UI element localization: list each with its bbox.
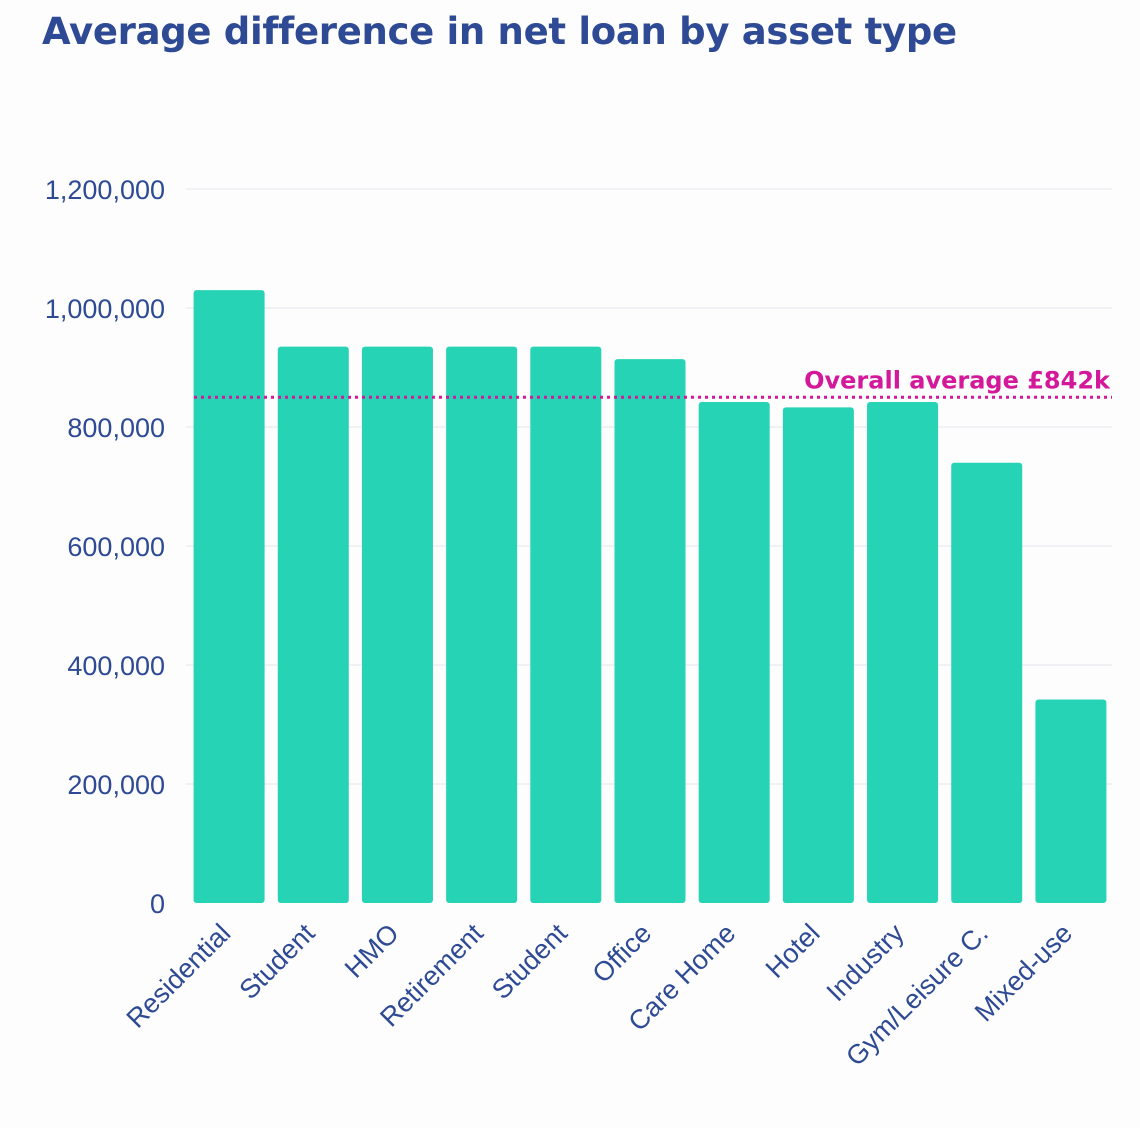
reference-line-label: Overall average £842k: [804, 366, 1111, 394]
bar: [277, 346, 349, 903]
x-tick-label: Hotel: [760, 918, 826, 984]
x-tick-label: Student: [486, 918, 573, 1005]
chart-title: Average difference in net loan by asset …: [42, 10, 957, 53]
y-tick-label: 1,200,000: [45, 175, 165, 205]
bar: [193, 290, 265, 903]
bar: [614, 359, 686, 903]
y-axis-ticks: 0 200,000 400,000 600,000 800,000 1,000,000 1,…: [45, 175, 165, 919]
bar: [867, 402, 939, 903]
bar: [951, 462, 1023, 903]
x-tick-label: Student: [233, 918, 320, 1005]
bar: [530, 346, 602, 903]
y-tick-label: 600,000: [67, 532, 165, 562]
y-tick-label: 1,000,000: [45, 294, 165, 324]
x-tick-label: HMO: [339, 918, 405, 984]
reference-line-group: Overall average £842k: [194, 366, 1112, 399]
bar: [782, 407, 854, 903]
bar: [361, 346, 433, 903]
x-tick-label: Office: [587, 918, 658, 989]
y-tick-label: 800,000: [67, 413, 165, 443]
x-tick-label: Residential: [121, 918, 237, 1034]
bar: [698, 402, 770, 903]
bar: [446, 346, 518, 903]
y-tick-label: 200,000: [67, 770, 165, 800]
y-tick-label: 400,000: [67, 651, 165, 681]
bars: [193, 290, 1107, 903]
x-tick-label: Gym/Leisure C.: [840, 918, 994, 1072]
bar: [1035, 699, 1107, 903]
y-tick-label: 0: [150, 889, 165, 919]
